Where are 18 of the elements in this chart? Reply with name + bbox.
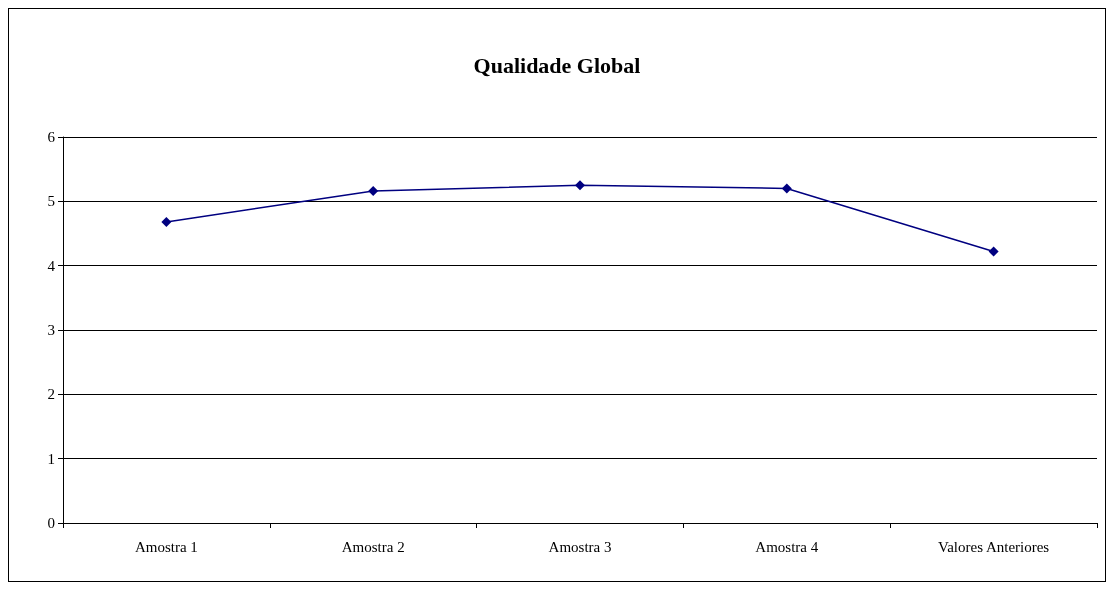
y-tick-label: 4	[47, 257, 56, 274]
y-tick-label: 3	[47, 322, 55, 338]
y-tick-label: 6	[47, 129, 56, 145]
x-tick-label: Amostra 1	[134, 538, 198, 555]
x-tick-label: Valores Anteriores	[937, 538, 1050, 555]
y-tick-label: 2	[47, 386, 55, 403]
y-tick-label: 1	[47, 450, 55, 467]
chart-title: Qualidade Global	[473, 52, 641, 78]
x-tick-label: Amostra 4	[755, 538, 819, 555]
point	[781, 183, 792, 194]
point	[161, 216, 172, 227]
y-tick-label: 5	[47, 193, 55, 210]
x-tick-label: Amostra 2	[341, 538, 405, 555]
point	[988, 246, 999, 257]
x-tick-label: Amostra 3	[548, 538, 612, 555]
y-tick-label: 0	[47, 515, 55, 531]
point	[368, 186, 379, 197]
point	[575, 180, 585, 191]
